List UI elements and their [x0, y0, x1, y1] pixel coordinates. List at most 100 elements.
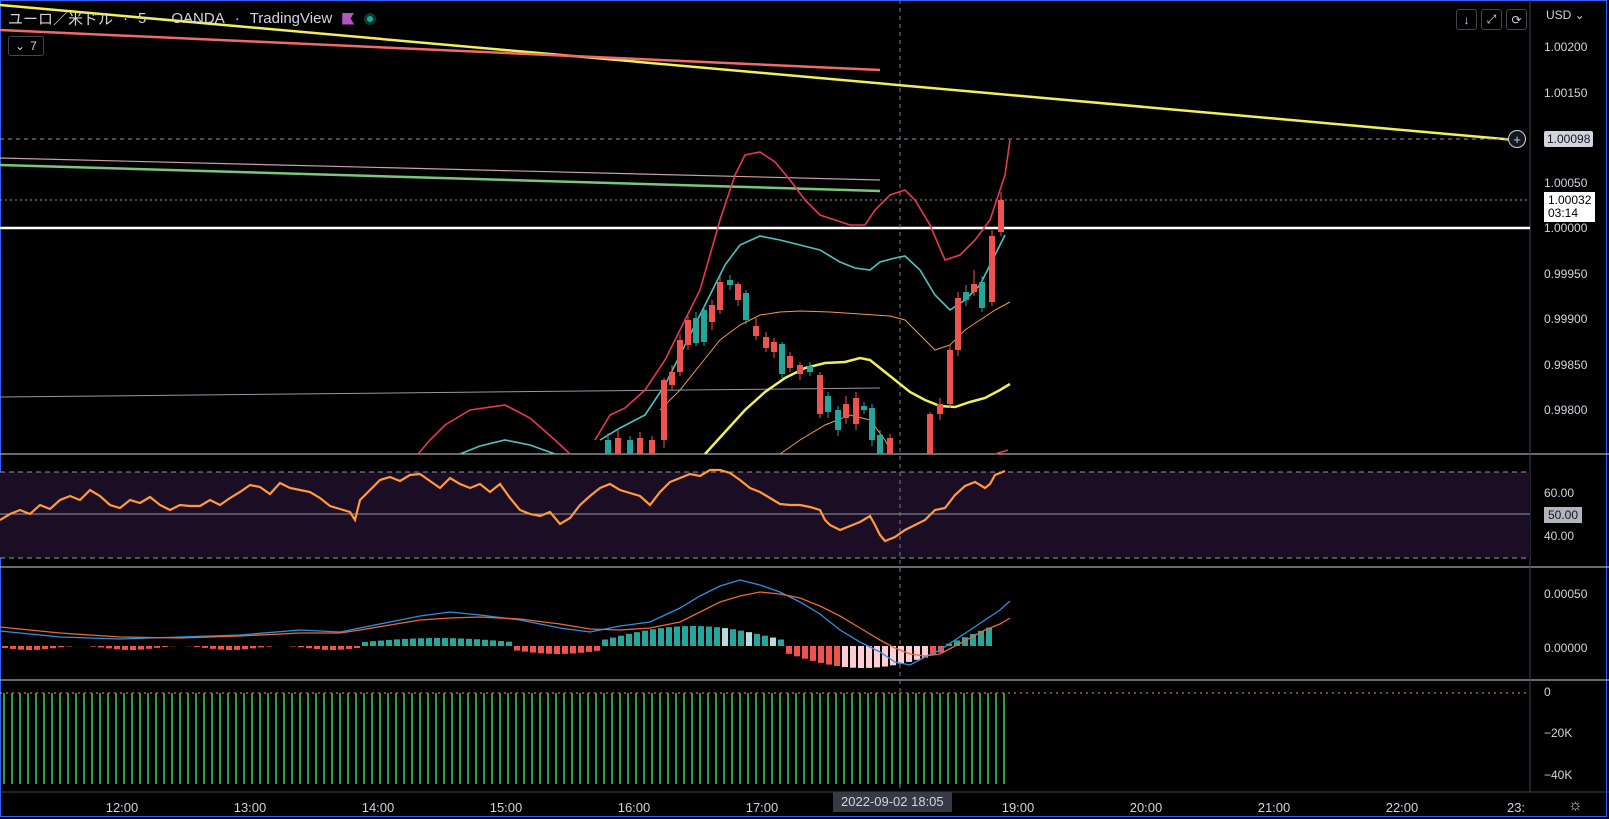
macd-hist-bar	[858, 646, 864, 668]
macd-hist-bar	[226, 646, 232, 650]
macd-hist-bar	[570, 646, 576, 654]
macd-hist-bar	[354, 646, 360, 648]
macd-hist-bar	[690, 626, 696, 646]
macd-hist-bar	[202, 646, 208, 648]
macd-hist-bar	[706, 626, 712, 646]
macd-hist-bar	[498, 641, 504, 646]
macd-hist-bar	[378, 640, 384, 646]
candle-body	[661, 380, 667, 440]
basis-line	[659, 301, 1011, 411]
currency-selector[interactable]: USD ⌄	[1546, 8, 1585, 22]
macd-hist-bar	[546, 646, 552, 654]
flag-icon[interactable]	[342, 12, 355, 25]
macd-hist-bar	[826, 646, 832, 665]
price-label: 1.00000	[1544, 221, 1588, 235]
candle-body	[861, 406, 867, 410]
macd-hist-bar	[834, 646, 840, 666]
trendline-yellow[interactable]	[0, 3, 1516, 142]
macd-hist-bar	[450, 638, 456, 646]
alert-price-label[interactable]: 1.00098	[1544, 131, 1594, 147]
candlestick-series[interactable]	[605, 192, 1004, 454]
candle-body	[869, 408, 875, 440]
macd-hist-bar	[538, 646, 544, 654]
macd-hist-bar	[442, 638, 448, 646]
macd-signal-line	[0, 591, 1011, 657]
macd-hist-bar	[562, 646, 568, 654]
candle-body	[771, 342, 777, 352]
macd-hist-bar	[114, 646, 120, 650]
rsi-mid-label: 50.00	[1544, 507, 1583, 523]
time-label: 13:00	[233, 800, 267, 815]
macd-hist-bar	[50, 646, 56, 649]
macd-hist-bar	[626, 633, 632, 646]
exchange: OANDA	[171, 10, 225, 27]
macd-hist-bar	[346, 646, 352, 649]
rsi-label: 40.00	[1544, 529, 1575, 543]
candle-body	[825, 396, 831, 412]
macd-label: 0.00050	[1544, 587, 1588, 601]
indicator-collapse-button[interactable]: ⌄ 7	[8, 36, 44, 56]
macd-hist-bar	[578, 646, 584, 653]
macd-hist-bar	[978, 630, 984, 646]
macd-hist-bar	[530, 646, 536, 653]
trendline-green[interactable]	[0, 163, 881, 193]
macd-hist-bar	[594, 646, 600, 651]
macd-hist-bar	[762, 635, 768, 646]
macd-hist-bar	[42, 646, 48, 650]
gear-icon[interactable]: ☼	[1568, 797, 1583, 814]
time-label: 17:00	[745, 800, 779, 815]
macd-hist-bar	[194, 646, 200, 647]
arrow-down-icon[interactable]: ↓	[1456, 9, 1477, 30]
refresh-icon[interactable]: ⟳	[1506, 9, 1527, 30]
macd-hist-bar	[802, 646, 808, 659]
candle-body	[685, 320, 691, 345]
rsi-label: 60.00	[1544, 486, 1575, 500]
candle-body	[853, 398, 859, 424]
macd-hist-bar	[554, 646, 560, 654]
macd-hist-bar	[322, 646, 328, 650]
macd-hist-bar	[250, 646, 256, 649]
macd-hist-bar	[362, 641, 368, 646]
trendline-pink[interactable]	[0, 157, 881, 181]
macd-hist-bar	[26, 646, 32, 650]
candle-body	[701, 310, 707, 342]
fullscreen-icon[interactable]: ⤢	[1481, 9, 1502, 30]
macd-hist-bar	[714, 627, 720, 646]
plus-icon[interactable]: +	[1508, 130, 1526, 148]
macd-hist-bar	[922, 646, 928, 658]
macd-hist-bar	[242, 646, 248, 650]
candle-body	[677, 340, 683, 372]
last-price-label: 1.00032 03:14	[1544, 192, 1596, 222]
chevron-down-icon: ⌄	[15, 39, 26, 53]
candle-body	[709, 305, 715, 322]
rsi-band	[0, 472, 1530, 558]
price-label: 1.00200	[1544, 40, 1588, 54]
macd-hist-bar	[314, 646, 320, 650]
macd-hist-bar	[986, 627, 992, 646]
candle-body	[817, 375, 823, 414]
macd-hist-bar	[602, 639, 608, 646]
rsi-line	[0, 468, 1006, 543]
symbol-legend[interactable]: ユーロ／米ドル · 5 · OANDA · TradingView	[8, 8, 377, 29]
candle-body	[797, 365, 803, 374]
candle-body	[807, 366, 813, 372]
time-label: 22:00	[1385, 800, 1419, 815]
macd-hist-bar	[730, 629, 736, 646]
candle-body	[753, 326, 759, 336]
interval[interactable]: 5	[138, 10, 147, 27]
macd-hist-bar	[610, 637, 616, 646]
macd-hist-bar	[298, 646, 304, 648]
candle-body	[887, 438, 893, 454]
symbol-name[interactable]: ユーロ／米ドル	[8, 11, 114, 28]
trendline-red[interactable]	[0, 28, 881, 72]
macd-hist-bar	[698, 626, 704, 646]
bb-upper-line-right	[594, 139, 1011, 441]
macd-hist-bar	[370, 641, 376, 646]
macd-hist-bar	[234, 646, 240, 650]
macd-hist-bar	[490, 640, 496, 646]
macd-hist-bar	[482, 639, 488, 646]
macd-hist-bar	[338, 646, 344, 650]
trendline-grey[interactable]	[0, 387, 881, 398]
